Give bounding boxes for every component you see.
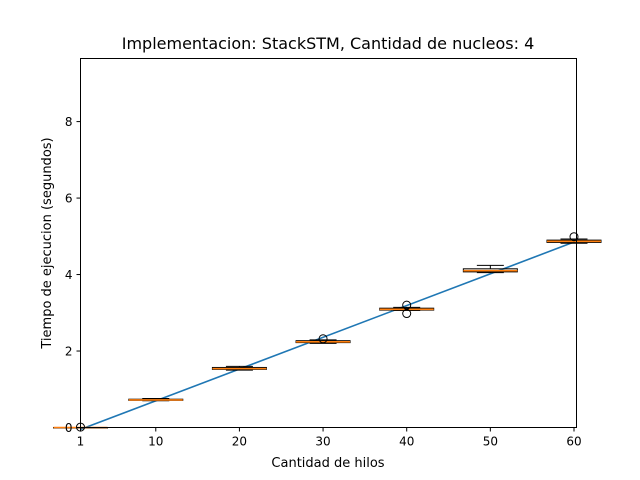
x-tick-label: 30 — [315, 435, 330, 449]
x-tick-label: 1 — [77, 435, 85, 449]
y-tick-label: 4 — [65, 268, 73, 282]
x-tick-label: 50 — [483, 435, 498, 449]
y-tick-label: 8 — [65, 115, 73, 129]
chart-title: Implementacion: StackSTM, Cantidad de nu… — [122, 34, 535, 53]
y-tick-label: 0 — [65, 421, 73, 435]
box-group-60 — [546, 232, 602, 244]
x-tick-label: 60 — [566, 435, 581, 449]
box-group-30 — [295, 334, 351, 344]
outlier-point — [569, 232, 579, 242]
plot-frame — [80, 58, 577, 428]
y-tick-label: 2 — [65, 345, 73, 359]
y-tick-label: 6 — [65, 192, 73, 206]
x-tick-label: 10 — [148, 435, 163, 449]
box-group-20 — [211, 365, 267, 371]
outlier-point — [402, 300, 412, 310]
box-group-10 — [128, 397, 184, 402]
box-group-50 — [462, 264, 518, 274]
outlier-point — [318, 334, 328, 344]
x-tick-label: 20 — [232, 435, 247, 449]
box-group-40 — [379, 300, 435, 319]
y-axis-label: Tiempo de ejecucion (segundos) — [40, 137, 55, 349]
x-tick-label: 40 — [399, 435, 414, 449]
x-axis-label: Cantidad de hilos — [271, 456, 384, 471]
plot-layer: 1 10 20 30 40 50 60 0 2 4 6 8 — [53, 115, 602, 449]
